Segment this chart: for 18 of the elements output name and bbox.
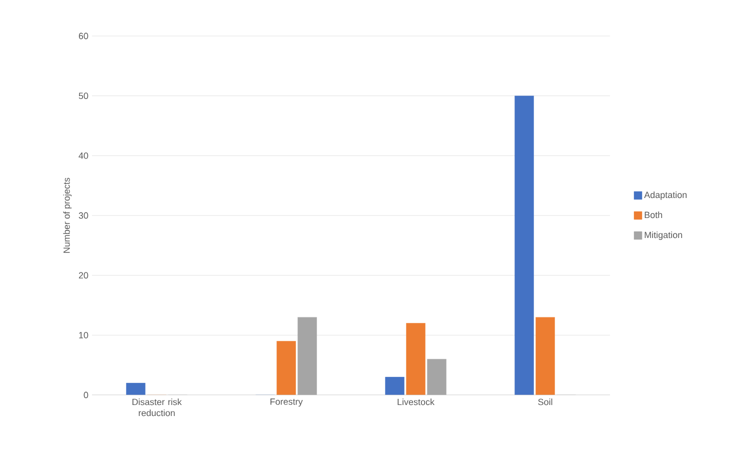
y-tick-label: 60 [78, 32, 88, 40]
y-tick-label: 20 [78, 272, 88, 279]
x-tick-label: Disaster risk reduction [132, 398, 182, 416]
x-tick-label: Forestry [270, 398, 303, 407]
x-tick-label: Soil [538, 398, 552, 406]
x-tick-label: Livestock [398, 398, 435, 406]
y-tick-label: 10 [79, 332, 88, 338]
y-tick-label: 40 [78, 152, 88, 159]
legend-label: Both [644, 211, 662, 218]
bar [514, 96, 534, 395]
y-tick-label: 50 [78, 92, 88, 100]
y-tick-label: 30 [78, 212, 88, 219]
y-axis-title: Number of projects [63, 178, 72, 253]
bar [126, 382, 146, 395]
legend-label: Mitigation [644, 232, 682, 240]
bar [385, 376, 404, 395]
y-tick-label: 0 [84, 392, 88, 398]
legend-label: Adaptation [644, 191, 687, 200]
